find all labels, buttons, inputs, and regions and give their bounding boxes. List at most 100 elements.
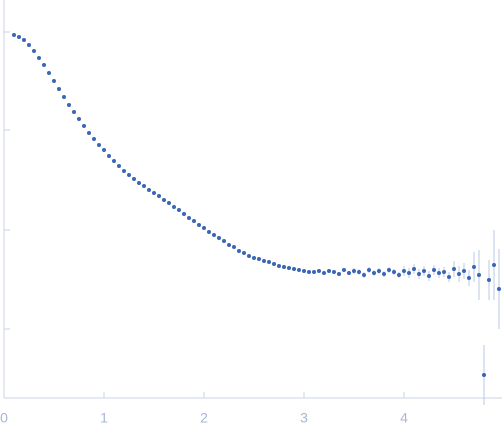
data-point (277, 264, 281, 268)
data-point (117, 164, 121, 168)
data-point (482, 373, 486, 377)
data-point (342, 268, 346, 272)
data-point (362, 273, 366, 277)
data-point (427, 274, 431, 278)
data-point (17, 35, 21, 39)
data-point (192, 219, 196, 223)
data-point (292, 267, 296, 271)
data-point (402, 269, 406, 273)
data-point (232, 245, 236, 249)
data-point (187, 216, 191, 220)
data-point (462, 269, 466, 273)
data-point (497, 287, 501, 291)
data-point (177, 208, 181, 212)
data-point (107, 154, 111, 158)
data-point (222, 239, 226, 243)
data-point (447, 275, 451, 279)
data-point (152, 191, 156, 195)
data-point (247, 254, 251, 258)
data-point (492, 263, 496, 267)
data-point (327, 269, 331, 273)
data-point (57, 87, 61, 91)
data-point (267, 260, 271, 264)
data-point (272, 262, 276, 266)
data-point (442, 270, 446, 274)
data-point (12, 33, 16, 37)
data-point (197, 223, 201, 227)
data-point (157, 194, 161, 198)
data-point (27, 43, 31, 47)
data-point (347, 271, 351, 275)
data-point (127, 173, 131, 177)
data-point (477, 273, 481, 277)
data-point (32, 49, 36, 53)
data-point (212, 233, 216, 237)
data-point (87, 131, 91, 135)
data-point (217, 236, 221, 240)
data-point (207, 230, 211, 234)
data-point (417, 272, 421, 276)
data-point (282, 265, 286, 269)
data-point (77, 117, 81, 121)
data-point (467, 276, 471, 280)
data-point (437, 271, 441, 275)
data-point (162, 198, 166, 202)
data-point (227, 243, 231, 247)
data-point (422, 269, 426, 273)
x-tick-label: 2 (200, 410, 208, 426)
data-point (42, 63, 46, 67)
data-point (147, 188, 151, 192)
data-point (122, 169, 126, 173)
data-point (67, 103, 71, 107)
data-point (102, 148, 106, 152)
data-point (432, 268, 436, 272)
data-point (412, 267, 416, 271)
data-point (172, 205, 176, 209)
data-point (457, 272, 461, 276)
data-point (382, 272, 386, 276)
data-point (297, 268, 301, 272)
data-point (312, 270, 316, 274)
data-point (367, 268, 371, 272)
data-point (387, 268, 391, 272)
data-point (287, 266, 291, 270)
data-point (22, 38, 26, 42)
data-point (97, 143, 101, 147)
data-point (132, 177, 136, 181)
data-point (137, 181, 141, 185)
x-tick-label: 3 (300, 410, 308, 426)
data-point (487, 278, 491, 282)
data-point (92, 137, 96, 141)
x-tick-label: 4 (400, 410, 408, 426)
data-point (252, 256, 256, 260)
x-tick-label: 0 (0, 410, 8, 426)
data-point (202, 226, 206, 230)
data-point (82, 124, 86, 128)
data-point (317, 269, 321, 273)
data-point (167, 201, 171, 205)
data-point (302, 269, 306, 273)
data-point (372, 271, 376, 275)
data-point (72, 110, 76, 114)
data-point (52, 79, 56, 83)
data-point (62, 95, 66, 99)
data-point (237, 249, 241, 253)
data-point (112, 159, 116, 163)
data-point (47, 71, 51, 75)
data-point (352, 269, 356, 273)
data-point (472, 265, 476, 269)
data-point (142, 184, 146, 188)
data-point (392, 270, 396, 274)
data-point (257, 257, 261, 261)
data-point (377, 269, 381, 273)
data-point (397, 273, 401, 277)
data-point (37, 56, 41, 60)
data-point (452, 267, 456, 271)
data-point (262, 259, 266, 263)
data-point (322, 271, 326, 275)
x-tick-label: 1 (100, 410, 108, 426)
data-point (242, 251, 246, 255)
data-point (337, 272, 341, 276)
data-point (407, 271, 411, 275)
